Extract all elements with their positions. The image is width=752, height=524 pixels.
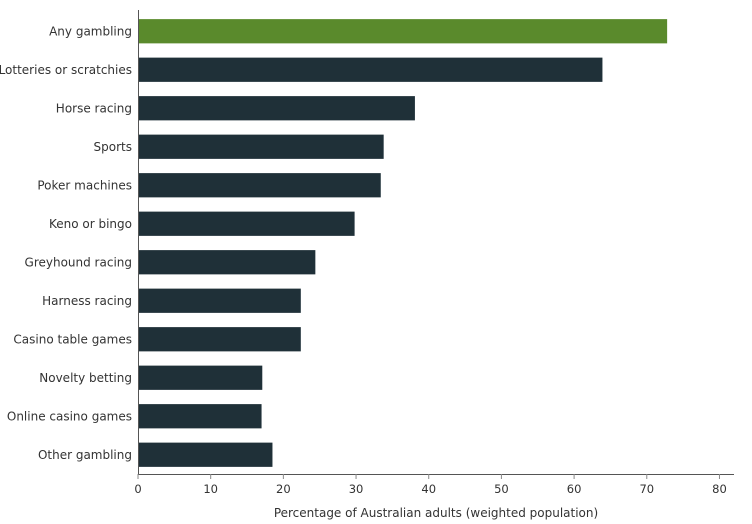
category-label-6: Greyhound racing (25, 255, 132, 269)
bars-group (138, 19, 668, 467)
category-label-3: Sports (94, 140, 132, 154)
x-tick-label-3: 30 (349, 482, 364, 496)
category-label-4: Poker machines (37, 178, 132, 192)
x-axis-title: Percentage of Australian adults (weighte… (274, 506, 598, 520)
category-labels: Any gambling Lotteries or scratchies Horse… (0, 24, 132, 462)
bar-1 (138, 57, 603, 82)
x-tick-label-7: 70 (639, 482, 654, 496)
category-label-7: Harness racing (42, 294, 132, 308)
category-label-11: Other gambling (38, 448, 132, 462)
category-label-1: Lotteries or scratchies (0, 63, 132, 77)
bar-9 (138, 365, 263, 390)
x-tick-label-8: 80 (712, 482, 727, 496)
bar-8 (138, 327, 301, 352)
x-tick-label-4: 40 (421, 482, 436, 496)
bar-5 (138, 211, 355, 236)
category-label-0: Any gambling (49, 24, 132, 38)
x-axis-ticks: 0 10 20 30 40 50 60 70 80 (134, 474, 727, 496)
x-tick-label-1: 10 (203, 482, 218, 496)
bar-10 (138, 404, 262, 429)
x-tick-label-5: 50 (494, 482, 509, 496)
category-label-2: Horse racing (56, 101, 132, 115)
bar-6 (138, 250, 316, 275)
x-tick-label-2: 20 (276, 482, 291, 496)
x-tick-label-0: 0 (134, 482, 141, 496)
bar-7 (138, 288, 301, 313)
category-label-8: Casino table games (13, 332, 132, 346)
bar-0 (138, 19, 668, 44)
category-label-9: Novelty betting (39, 371, 132, 385)
category-label-10: Online casino games (7, 409, 132, 423)
category-label-5: Keno or bingo (49, 217, 132, 231)
bar-2 (138, 96, 415, 121)
bar-3 (138, 134, 384, 159)
bar-4 (138, 173, 381, 198)
bar-11 (138, 442, 273, 467)
x-tick-label-6: 60 (567, 482, 582, 496)
